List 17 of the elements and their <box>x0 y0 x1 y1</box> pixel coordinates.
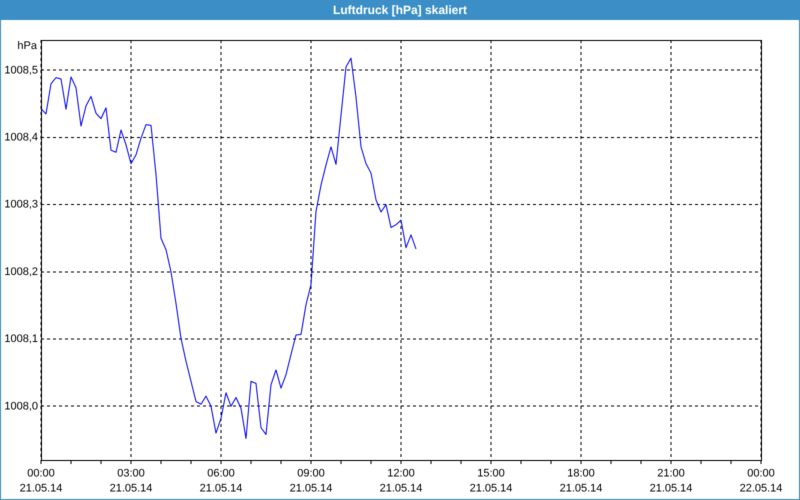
x-tick-label: 03:00 21.05.14 <box>110 467 152 494</box>
y-tick-label: 1008,5 <box>4 64 38 76</box>
y-tick-label: 1008,1 <box>4 333 38 346</box>
x-tick-label: 00:00 21.05.14 <box>20 467 62 494</box>
y-tick-label: 1008,3 <box>4 198 38 211</box>
x-tick-label: 09:00 21.05.14 <box>290 467 332 494</box>
y-axis-title: hPa <box>17 40 38 52</box>
y-tick-label: 1008,0 <box>4 400 38 412</box>
x-tick-label: 00:00 22.05.14 <box>740 467 782 494</box>
y-tick-label: 1008,2 <box>4 266 38 278</box>
x-tick-label: 15:00 21.05.14 <box>470 467 512 494</box>
x-tick-label: 18:00 21.05.14 <box>560 467 602 494</box>
x-tick-label: 06:00 21.05.14 <box>200 467 242 494</box>
y-tick-label: 1008,4 <box>4 131 38 144</box>
x-tick-label: 12:00 21.05.14 <box>380 467 422 494</box>
x-tick-label: 21:00 21.05.14 <box>650 467 692 494</box>
chart-title: Luftdruck [hPa] skaliert <box>0 0 800 20</box>
